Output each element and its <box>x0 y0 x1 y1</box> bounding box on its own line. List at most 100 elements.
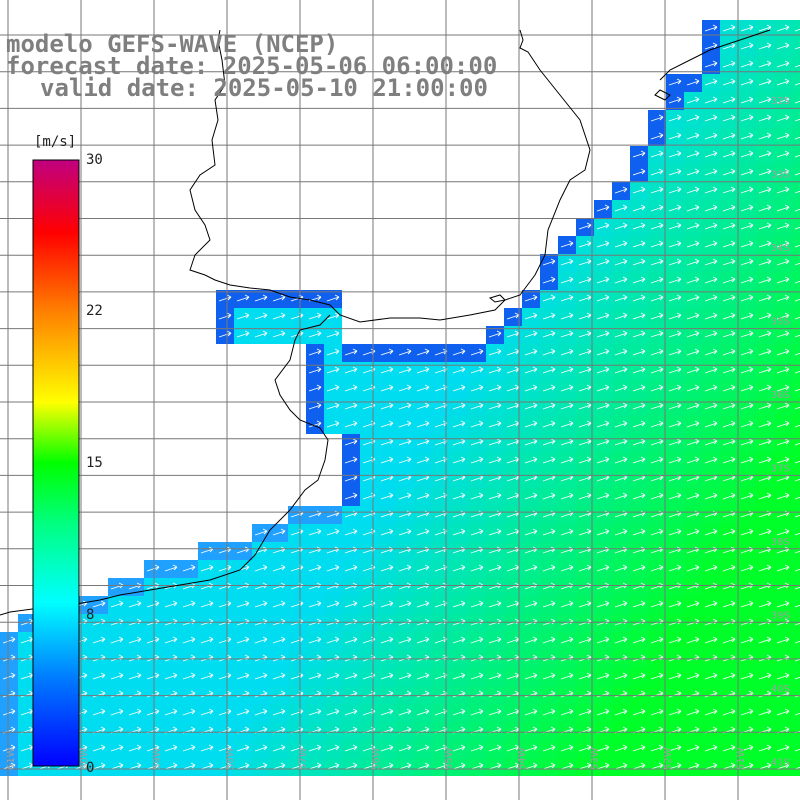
wind-arrow <box>218 672 232 680</box>
wind-arrow <box>218 636 232 644</box>
wind-arrow <box>182 636 196 644</box>
wind-arrow <box>578 312 592 320</box>
wind-arrow <box>524 312 538 320</box>
wind-arrow <box>416 762 430 770</box>
wind-arrow <box>596 312 610 320</box>
longitude-label: 57W <box>298 747 309 770</box>
wind-arrow <box>200 600 214 608</box>
wind-arrow <box>722 492 736 500</box>
wind-arrow <box>164 708 178 716</box>
wind-arrow <box>740 132 754 140</box>
wind-arrow <box>2 708 16 716</box>
wind-arrow <box>740 204 754 212</box>
wind-arrow <box>596 744 610 752</box>
wind-arrow <box>704 456 718 464</box>
wind-arrow <box>758 402 772 410</box>
wind-arrow <box>398 438 412 446</box>
wind-arrow <box>596 456 610 464</box>
wind-arrow <box>776 60 790 68</box>
wind-arrow <box>326 402 340 410</box>
wind-arrow <box>488 366 502 374</box>
wind-arrow <box>668 222 682 230</box>
wind-arrow <box>704 132 718 140</box>
wind-arrow <box>632 744 646 752</box>
wind-arrow <box>578 348 592 356</box>
wind-arrow <box>722 150 736 158</box>
wind-arrow <box>794 568 800 572</box>
wind-arrow <box>470 600 484 608</box>
wind-arrow <box>632 402 646 410</box>
wind-arrow <box>704 564 718 572</box>
wind-cell <box>792 434 800 452</box>
wind-arrow <box>380 528 394 536</box>
wind-cell <box>792 452 800 470</box>
wind-arrow <box>488 672 502 680</box>
wind-arrow <box>272 330 286 338</box>
wind-arrow <box>596 294 610 302</box>
wind-arrow <box>200 672 214 680</box>
wind-arrow <box>686 600 700 608</box>
wind-arrow <box>344 672 358 680</box>
wind-arrow <box>416 384 430 392</box>
wind-arrow <box>308 420 322 428</box>
wind-arrow <box>344 528 358 536</box>
wind-arrow <box>398 348 412 356</box>
wind-arrow <box>632 348 646 356</box>
wind-arrow <box>668 420 682 428</box>
wind-arrow <box>596 762 610 770</box>
wind-arrow <box>704 348 718 356</box>
wind-arrow <box>596 528 610 536</box>
model-title: modelo GEFS-WAVE (NCEP) <box>6 30 339 58</box>
wind-arrow <box>326 294 340 302</box>
wind-arrow <box>704 762 718 770</box>
wind-arrow <box>560 600 574 608</box>
wind-arrow <box>236 600 250 608</box>
wind-arrow <box>560 672 574 680</box>
wind-arrow <box>794 370 800 374</box>
wind-arrow <box>632 276 646 284</box>
wind-arrow <box>776 492 790 500</box>
wind-arrow <box>524 636 538 644</box>
wind-arrow <box>578 420 592 428</box>
wind-arrow <box>578 402 592 410</box>
wind-arrow <box>596 564 610 572</box>
wind-arrow <box>614 258 628 266</box>
wind-arrow <box>542 744 556 752</box>
wind-arrow <box>704 438 718 446</box>
wind-arrow <box>236 708 250 716</box>
wind-arrow <box>740 24 754 32</box>
wind-arrow <box>380 366 394 374</box>
wind-arrow <box>704 744 718 752</box>
wind-arrow <box>650 762 664 770</box>
wind-arrow <box>308 312 322 320</box>
wind-arrow <box>182 708 196 716</box>
wind-arrow <box>416 402 430 410</box>
wind-arrow <box>686 186 700 194</box>
wind-arrow <box>740 42 754 50</box>
wind-arrow <box>452 492 466 500</box>
wind-arrow <box>740 384 754 392</box>
wind-arrow <box>380 672 394 680</box>
wind-arrow <box>722 438 736 446</box>
wind-arrow <box>344 384 358 392</box>
wind-arrow <box>704 276 718 284</box>
wind-arrow <box>704 384 718 392</box>
wind-arrow <box>668 204 682 212</box>
wind-arrow <box>722 456 736 464</box>
wind-arrow <box>416 528 430 536</box>
wind-arrow <box>794 622 800 626</box>
wind-arrow <box>524 366 538 374</box>
wind-arrow <box>704 636 718 644</box>
wind-arrow <box>488 564 502 572</box>
wind-arrow <box>614 636 628 644</box>
wind-arrow <box>776 564 790 572</box>
wind-arrow <box>632 672 646 680</box>
wind-arrow <box>398 744 412 752</box>
wind-arrow <box>416 420 430 428</box>
wind-arrow <box>794 190 800 194</box>
wind-arrow <box>668 330 682 338</box>
wind-arrow <box>578 240 592 248</box>
wind-arrow <box>704 222 718 230</box>
wind-arrow <box>686 276 700 284</box>
wind-arrow <box>542 348 556 356</box>
